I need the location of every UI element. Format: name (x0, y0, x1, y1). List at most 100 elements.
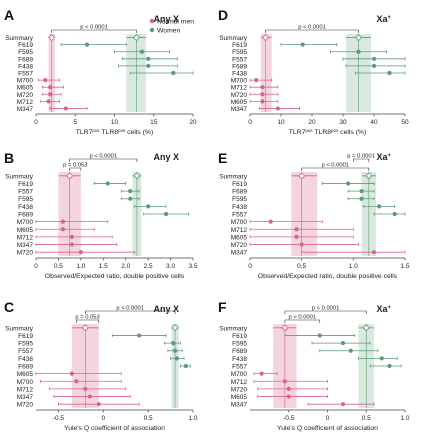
row-label: F557 (232, 364, 247, 371)
legend-men-marker (149, 18, 155, 24)
panel-tag: Any X (153, 152, 179, 162)
panel-A: A Any X SummaryF619F595F689F438F557M700M60… (4, 7, 197, 136)
p-value-label: p < 0.0001 (116, 306, 144, 312)
data-point (128, 188, 133, 194)
data-point (84, 42, 90, 47)
men-summary-diamond (66, 172, 74, 180)
x-tick-label: 0.5 (362, 415, 371, 422)
x-tick-label: 0 (326, 415, 330, 422)
row-label: M712 (231, 85, 248, 92)
x-tick-label: 15 (150, 119, 158, 126)
x-tick-label: 50 (401, 119, 409, 126)
row-label: F619 (18, 181, 33, 188)
row-label: Summary (219, 173, 248, 180)
data-point (183, 363, 188, 369)
x-axis-label: Yule's Q coefficient of association (277, 425, 378, 432)
p-value-label: p < 0.0001 (289, 315, 317, 321)
p-value-bracket (85, 310, 176, 314)
x-axis-label: Yule's Q coefficient of association (64, 425, 165, 432)
data-point (46, 99, 51, 104)
row-label: M605 (17, 371, 34, 378)
men-summary-diamond (261, 33, 270, 42)
data-point (377, 204, 382, 209)
panel-tag-superscript: + (387, 305, 391, 311)
x-label-part: TLR7 (289, 129, 306, 136)
data-point (275, 106, 280, 111)
row-label: F557 (232, 212, 247, 219)
panel-tag-superscript: + (387, 15, 391, 21)
x-label-superscript: pos (331, 128, 339, 133)
row-label: M720 (231, 92, 248, 99)
data-point (146, 63, 151, 69)
panel-letter: F (218, 299, 227, 315)
p-value-bracket (284, 310, 367, 314)
data-point (60, 227, 66, 232)
data-point (69, 371, 74, 376)
row-label: Summary (219, 325, 248, 332)
men-summary-diamond (281, 324, 289, 332)
row-label: M347 (231, 402, 248, 409)
x-tick-label: 0 (34, 119, 38, 126)
data-point (171, 70, 176, 76)
x-tick-label: 0 (248, 263, 252, 270)
panel-tag: Any X (153, 14, 179, 24)
data-point (346, 181, 351, 186)
panel-tag: Any X (153, 304, 179, 314)
data-point (43, 77, 48, 83)
p-value-bracket (284, 319, 321, 323)
data-point (69, 234, 74, 240)
x-axis-label: TLR7pos TLR8pos cells (%) (76, 128, 154, 137)
data-point (260, 85, 265, 90)
p-value-bracket (76, 319, 100, 323)
row-label: F557 (232, 56, 247, 63)
x-tick-label: 20 (189, 119, 197, 126)
women-summary-diamond (362, 324, 370, 332)
data-point (172, 348, 178, 353)
data-point (294, 227, 299, 232)
row-label: F619 (232, 181, 247, 188)
p-value-bracket (265, 29, 359, 33)
x-label-part: cells (%) (338, 129, 366, 136)
men-summary-diamond (81, 324, 89, 332)
data-point (171, 340, 176, 346)
row-label: F619 (232, 42, 247, 49)
row-label: F557 (18, 71, 33, 78)
x-tick-label: 3.0 (166, 263, 175, 270)
row-label: M720 (231, 242, 248, 249)
x-tick-label: 20 (308, 119, 316, 126)
data-point (105, 181, 110, 186)
data-point (359, 188, 364, 194)
row-label: F438 (232, 71, 247, 78)
data-point (259, 371, 264, 376)
row-label: M347 (231, 106, 248, 113)
row-label: Summary (5, 35, 34, 42)
p-value-label: p < 0.0001 (80, 25, 108, 31)
panel-letter: D (218, 7, 228, 23)
panel-F: F Xa+SummaryF619F595F689F438F557M700M712M… (218, 299, 410, 432)
x-tick-label: 5 (73, 119, 77, 126)
data-point (260, 92, 265, 97)
data-point (286, 394, 291, 399)
p-value-bracket (69, 167, 82, 171)
x-tick-label: 10 (277, 119, 285, 126)
row-label: F438 (18, 356, 33, 363)
row-label: F619 (18, 42, 33, 49)
data-point (146, 204, 151, 209)
data-point (371, 56, 377, 61)
row-label: M700 (17, 219, 34, 226)
row-label: M700 (231, 219, 248, 226)
row-label: F689 (232, 63, 247, 70)
legend-men-label: Normal men (157, 19, 194, 26)
row-label: M605 (231, 234, 248, 241)
row-label: M700 (17, 78, 34, 85)
row-label: F595 (18, 341, 33, 348)
row-label: M720 (17, 92, 34, 99)
x-tick-label: 2.5 (144, 263, 153, 270)
data-point (260, 99, 265, 104)
data-point (128, 196, 133, 201)
data-point (294, 234, 299, 240)
data-point (163, 211, 169, 217)
data-point (254, 77, 259, 83)
data-point (340, 402, 346, 407)
